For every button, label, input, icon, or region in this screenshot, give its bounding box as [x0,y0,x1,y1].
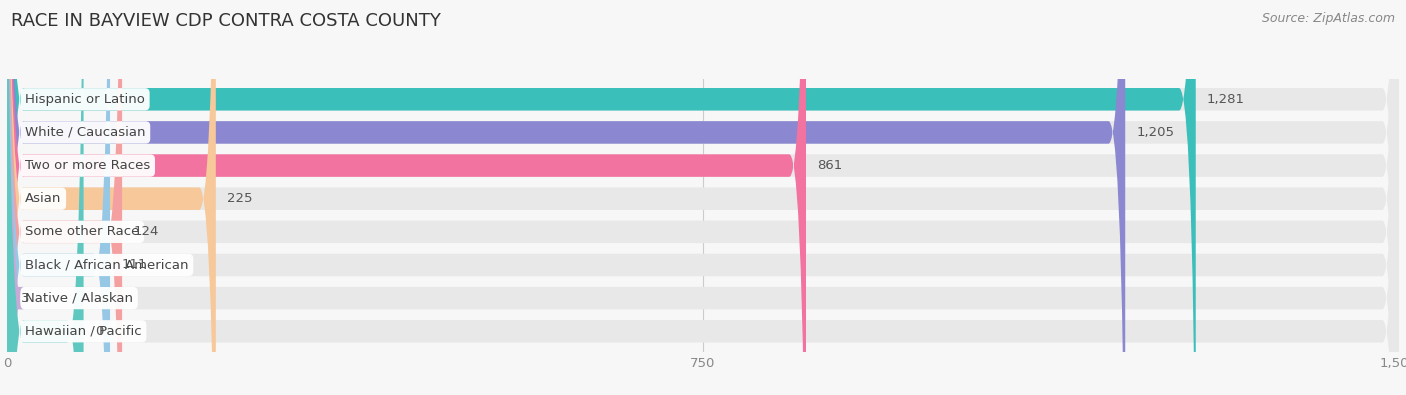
FancyBboxPatch shape [7,0,1399,395]
FancyBboxPatch shape [7,0,110,395]
FancyBboxPatch shape [7,0,1399,395]
FancyBboxPatch shape [7,0,1399,395]
Text: 1,281: 1,281 [1206,93,1244,106]
Text: 1,205: 1,205 [1136,126,1174,139]
Text: Hawaiian / Pacific: Hawaiian / Pacific [25,325,142,338]
Text: 111: 111 [121,258,146,271]
FancyBboxPatch shape [7,0,1399,395]
FancyBboxPatch shape [7,0,1195,395]
FancyBboxPatch shape [7,0,83,395]
Text: 3: 3 [21,292,30,305]
FancyBboxPatch shape [0,0,24,395]
FancyBboxPatch shape [7,0,122,395]
Text: 861: 861 [817,159,842,172]
Text: Source: ZipAtlas.com: Source: ZipAtlas.com [1261,12,1395,25]
Text: Hispanic or Latino: Hispanic or Latino [25,93,145,106]
Text: RACE IN BAYVIEW CDP CONTRA COSTA COUNTY: RACE IN BAYVIEW CDP CONTRA COSTA COUNTY [11,12,441,30]
Text: White / Caucasian: White / Caucasian [25,126,146,139]
FancyBboxPatch shape [7,0,806,395]
Text: Asian: Asian [25,192,62,205]
FancyBboxPatch shape [7,0,1399,395]
FancyBboxPatch shape [7,0,1399,395]
Text: Native / Alaskan: Native / Alaskan [25,292,134,305]
Text: 225: 225 [226,192,253,205]
FancyBboxPatch shape [7,0,1399,395]
Text: 124: 124 [134,225,159,238]
Text: Some other Race: Some other Race [25,225,139,238]
FancyBboxPatch shape [7,0,217,395]
FancyBboxPatch shape [7,0,1125,395]
Text: Black / African American: Black / African American [25,258,188,271]
Text: 0: 0 [94,325,103,338]
FancyBboxPatch shape [7,0,1399,395]
Text: Two or more Races: Two or more Races [25,159,150,172]
